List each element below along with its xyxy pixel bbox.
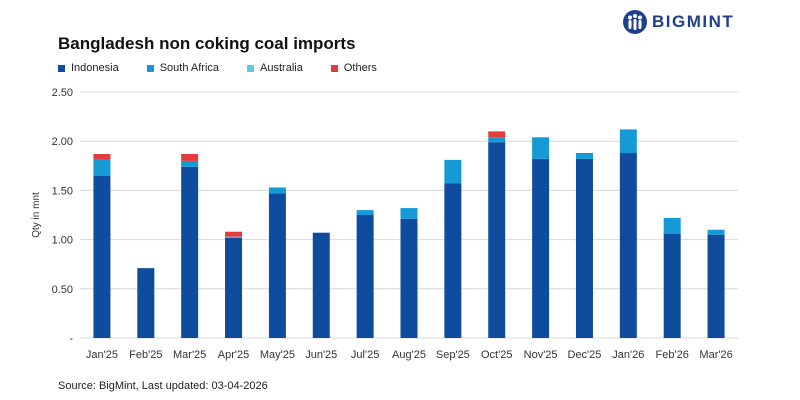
legend-item-others: Others <box>330 62 377 74</box>
y-tick-label: 1.50 <box>52 185 73 197</box>
x-tick-label: Jul'25 <box>351 349 379 361</box>
bar-indonesia <box>532 158 550 338</box>
y-tick-label: 2.50 <box>52 87 73 99</box>
y-axis-label: Qty in mnt <box>31 192 42 238</box>
x-tick-label: Aug'25 <box>392 349 426 361</box>
x-tick-label: Apr'25 <box>218 349 249 361</box>
bar-indonesia <box>93 175 111 338</box>
bar-indonesia <box>356 215 374 338</box>
bar-others <box>93 153 111 160</box>
x-tick-label: Mar'25 <box>173 349 206 361</box>
legend-item-south-africa: South Africa <box>146 62 220 74</box>
bar-indonesia <box>444 183 462 338</box>
bar-others <box>225 231 243 237</box>
bar-south-africa <box>707 229 725 235</box>
bar-south-africa <box>532 137 550 159</box>
bar-others <box>488 131 506 138</box>
x-tick-label: Jan'26 <box>612 349 644 361</box>
x-tick-label: Mar'26 <box>699 349 732 361</box>
x-tick-label: Oct'25 <box>481 349 512 361</box>
legend-item-australia: Australia <box>247 62 303 74</box>
source-note: Source: BigMint, Last updated: 03-04-202… <box>58 380 268 392</box>
bar-indonesia <box>137 268 155 338</box>
bar-indonesia <box>575 158 593 338</box>
bar-indonesia <box>400 218 418 338</box>
bar-south-africa <box>268 187 286 194</box>
bar-south-africa <box>575 153 593 159</box>
x-tick-label: Nov'25 <box>524 349 558 361</box>
bar-australia <box>225 236 243 238</box>
bar-indonesia <box>225 237 243 338</box>
bar-indonesia <box>663 233 681 338</box>
bar-indonesia <box>488 142 506 338</box>
bar-indonesia <box>707 234 725 338</box>
legend-item-indonesia: Indonesia <box>58 62 119 74</box>
bar-indonesia <box>312 232 330 338</box>
y-tick-label: 0.50 <box>52 284 73 296</box>
bar-indonesia <box>268 193 286 338</box>
bar-south-africa <box>663 217 681 234</box>
y-tick-label: 2.00 <box>52 136 73 148</box>
bar-south-africa <box>444 159 462 184</box>
bar-south-africa <box>181 160 199 167</box>
legend-swatch <box>58 64 65 72</box>
x-tick-label: Dec'25 <box>568 349 602 361</box>
x-tick-label: Jun'25 <box>305 349 337 361</box>
x-tick-label: Jan'25 <box>86 349 118 361</box>
chart-title: Bangladesh non coking coal imports <box>58 34 356 53</box>
x-tick-label: Sep'25 <box>436 349 470 361</box>
bar-others <box>181 153 199 161</box>
logo-mark <box>623 10 647 34</box>
bar-south-africa <box>619 129 637 154</box>
logo: BIGMINT <box>652 12 734 32</box>
legend-swatch <box>146 64 154 72</box>
legend-swatch <box>330 64 338 72</box>
x-tick-label: Feb'25 <box>129 349 162 361</box>
x-tick-label: Feb'26 <box>656 349 689 361</box>
y-tick-label: - <box>69 333 73 345</box>
legend-label: Others <box>343 62 377 74</box>
logo-text: BIGMINT <box>652 12 735 31</box>
chart-legend: Indonesia South Africa Australia Others <box>58 62 377 74</box>
bar-indonesia <box>619 153 637 338</box>
bar-south-africa <box>356 210 374 215</box>
legend-label: South Africa <box>159 62 220 74</box>
bar-indonesia <box>181 166 199 338</box>
x-tick-label: May'25 <box>260 349 295 361</box>
bar-south-africa <box>488 137 506 143</box>
legend-swatch <box>247 64 255 72</box>
y-tick-label: 1.00 <box>52 235 73 247</box>
legend-label: Indonesia <box>71 62 119 74</box>
legend-label: Australia <box>260 62 303 74</box>
bar-south-africa <box>93 159 111 176</box>
bar-south-africa <box>400 208 418 219</box>
